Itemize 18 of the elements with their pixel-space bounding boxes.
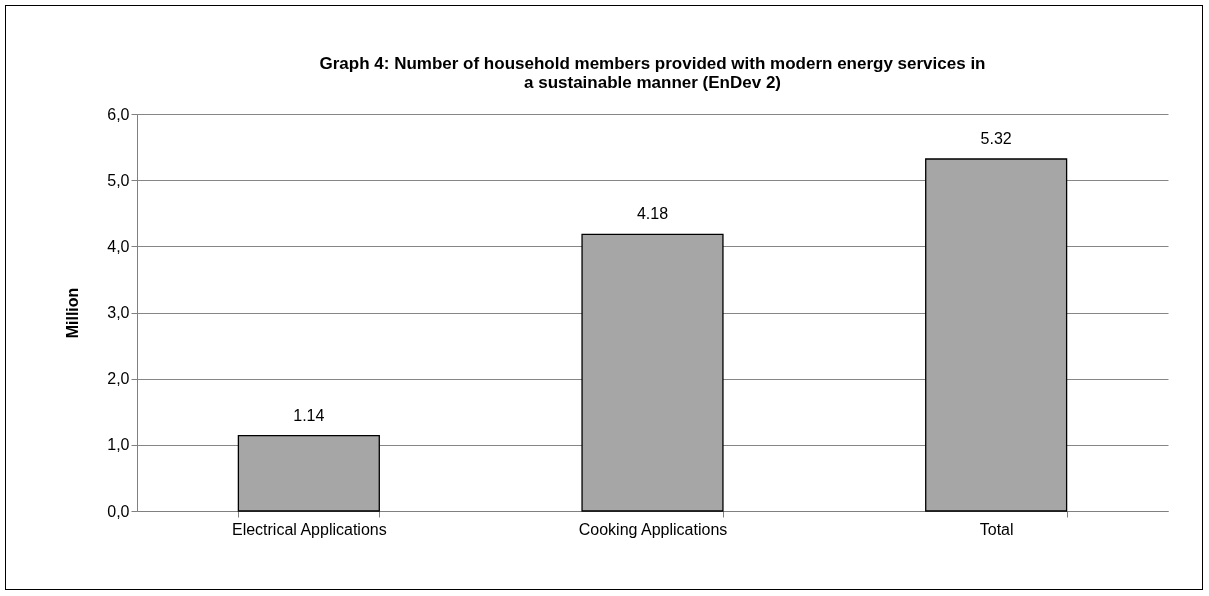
y-tick-label: 6,0 — [107, 105, 130, 123]
y-axis-title: Million — [64, 287, 82, 339]
data-label: 5.32 — [980, 129, 1012, 147]
y-tick-label: 0,0 — [107, 502, 130, 520]
y-tick-label: 4,0 — [107, 237, 130, 255]
x-tick-label: Electrical Applications — [231, 520, 387, 538]
y-tick-label: 2,0 — [107, 370, 130, 388]
y-tick-label: 5,0 — [107, 171, 130, 189]
y-tick-label: 3,0 — [107, 304, 130, 321]
chart-title: Graph 4: Number of household members provided with modern energy services in a sustainable manner (EnDev 2) — [319, 54, 986, 92]
bar — [925, 158, 1068, 512]
x-tick-label: Cooking Applications — [578, 520, 728, 538]
data-label: 4.18 — [636, 205, 669, 223]
x-tick-label: Total — [979, 520, 1014, 538]
data-label: 1.14 — [293, 406, 325, 424]
bar — [581, 233, 724, 512]
y-tick-label: 1,0 — [107, 436, 130, 454]
bar — [237, 434, 380, 512]
